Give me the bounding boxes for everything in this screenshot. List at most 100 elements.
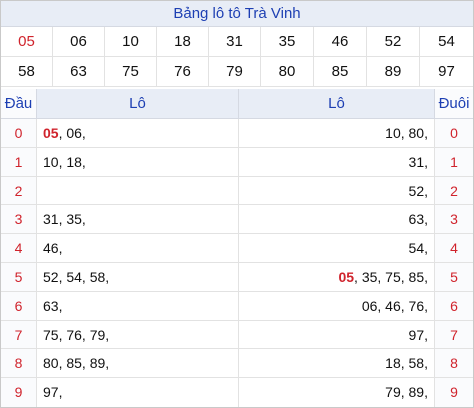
lo-left-cell: 05, 06, xyxy=(37,119,239,147)
header-dau: Đầu xyxy=(1,89,37,118)
numbers-grid: 05 06 10 18 31 35 46 52 54 58 63 75 76 79 80 85 89 97 xyxy=(1,27,473,87)
duoi-cell: 2 xyxy=(435,176,473,205)
table-row: 3 31, 35, 63, 3 xyxy=(1,205,473,235)
number-cell: 97 xyxy=(438,63,455,80)
dau-cell: 4 xyxy=(1,234,37,262)
dau-cell: 3 xyxy=(1,205,37,234)
lo-left-cell xyxy=(37,176,239,205)
duoi-cell: 0 xyxy=(435,119,473,147)
table-row: 7 75, 76, 79, 97, 7 xyxy=(1,320,473,350)
duoi-cell: 1 xyxy=(435,147,473,176)
highlight-number: 05 xyxy=(43,125,59,141)
number-cell: 79 xyxy=(209,57,261,86)
lo-right-text: 79, 89, xyxy=(385,384,428,401)
number-cell: 58 xyxy=(1,57,53,86)
number-cell: 63 xyxy=(53,57,105,86)
lo-left-cell: 75, 76, 79, xyxy=(37,320,239,349)
lo-left-cell: 63, xyxy=(37,291,239,320)
lo-right-cell: 79, 89, xyxy=(239,378,435,407)
lo-right-cell: 52, xyxy=(239,176,435,205)
lo-left-text: 46, xyxy=(43,240,63,257)
number-cell: 05 xyxy=(1,27,53,56)
lo-right-text: 31, xyxy=(408,153,428,170)
dau-cell: 5 xyxy=(1,262,37,291)
number-cell: 46 xyxy=(314,27,367,56)
lo-right-text: 54, xyxy=(408,240,428,257)
table-row: 0 05, 06, 10, 80, 0 xyxy=(1,119,473,148)
lo-right-cell: 31, xyxy=(239,147,435,176)
lo-left-cell: 80, 85, 89, xyxy=(37,349,239,378)
lo-right-cell: 18, 58, xyxy=(239,349,435,378)
dau-cell: 6 xyxy=(1,291,37,320)
number-cell: 35 xyxy=(261,27,314,56)
duoi-cell: 6 xyxy=(435,291,473,320)
lo-left-text: , 06, xyxy=(58,125,86,141)
lo-left-text: 97, xyxy=(43,384,63,401)
lo-right-cell: 06, 46, 76, xyxy=(239,291,435,320)
duoi-cell: 4 xyxy=(435,234,473,262)
table-row: 1 10, 18, 31, 1 xyxy=(1,147,473,177)
lo-left-cell: 31, 35, xyxy=(37,205,239,234)
number-cell: 89 xyxy=(367,57,420,86)
number-cell: 52 xyxy=(367,27,420,56)
page-title: Bảng lô tô Trà Vinh xyxy=(1,1,473,27)
lo-left-text: 63, xyxy=(43,297,63,314)
lo-right-cell: 63, xyxy=(239,205,435,234)
dau-cell: 2 xyxy=(1,176,37,205)
number-cell: 76 xyxy=(157,57,209,86)
table-row: 9 97, 79, 89, 9 xyxy=(1,378,473,407)
lo-right-text: 63, xyxy=(408,211,428,228)
highlight-number: 05 xyxy=(338,268,355,285)
lo-right-text: 10, 80, xyxy=(385,125,428,141)
table-row: 2 52, 2 xyxy=(1,176,473,206)
lo-left-text: 75, 76, 79, xyxy=(43,326,110,343)
lo-right-cell: 97, xyxy=(239,320,435,349)
table-row: 4 46, 54, 4 xyxy=(1,234,473,263)
duoi-cell: 3 xyxy=(435,205,473,234)
header-lo-right: Lô xyxy=(239,89,435,118)
lo-left-text: 31, 35, xyxy=(43,211,86,228)
lo-right-cell: 10, 80, xyxy=(239,119,435,147)
number-cell: 80 xyxy=(261,57,314,86)
table-header: Đầu Lô Lô Đuôi xyxy=(1,89,473,119)
number-cell: 10 xyxy=(105,27,157,56)
lo-right-text: , 35, 75, 85, xyxy=(354,268,428,285)
dau-cell: 8 xyxy=(1,349,37,378)
number-cell: 06 xyxy=(53,27,105,56)
duoi-cell: 8 xyxy=(435,349,473,378)
number-cell: 75 xyxy=(105,57,157,86)
table-row: 8 80, 85, 89, 18, 58, 8 xyxy=(1,349,473,379)
lo-right-cell: 05, 35, 75, 85, xyxy=(239,262,435,291)
duoi-cell: 7 xyxy=(435,320,473,349)
lo-left-cell: 10, 18, xyxy=(37,147,239,176)
lo-right-text: 18, 58, xyxy=(385,355,428,372)
header-duoi: Đuôi xyxy=(435,89,473,118)
number-cell: 18 xyxy=(157,27,209,56)
lo-left-cell: 46, xyxy=(37,234,239,262)
lo-left-text: 10, 18, xyxy=(43,153,86,170)
table-row: 6 63, 06, 46, 76, 6 xyxy=(1,291,473,321)
lo-right-text: 06, 46, 76, xyxy=(361,297,428,314)
lo-left-cell: 52, 54, 58, xyxy=(37,262,239,291)
numbers-row-1: 05 06 10 18 31 35 46 52 54 xyxy=(1,27,473,57)
numbers-row-2: 58 63 75 76 79 80 85 89 97 xyxy=(1,57,473,87)
lo-right-text: 52, xyxy=(408,182,428,199)
dau-duoi-table: Đầu Lô Lô Đuôi 0 05, 06, 10, 80, 0 1 10, 18, 3… xyxy=(1,89,473,407)
table-body: 0 05, 06, 10, 80, 0 1 10, 18, 31, 1 2 52, 2 3 31, 35… xyxy=(1,119,473,407)
duoi-cell: 5 xyxy=(435,262,473,291)
dau-cell: 7 xyxy=(1,320,37,349)
number-cell: 54 xyxy=(438,33,455,50)
lo-left-cell: 97, xyxy=(37,378,239,407)
dau-cell: 9 xyxy=(1,378,37,407)
table-row: 5 52, 54, 58, 05, 35, 75, 85, 5 xyxy=(1,262,473,292)
duoi-cell: 9 xyxy=(435,378,473,407)
lo-right-text: 97, xyxy=(408,326,428,343)
lo-right-cell: 54, xyxy=(239,234,435,262)
lo-left-text: 80, 85, 89, xyxy=(43,355,110,372)
number-cell: 85 xyxy=(314,57,367,86)
number-cell: 31 xyxy=(209,27,261,56)
dau-cell: 1 xyxy=(1,147,37,176)
dau-cell: 0 xyxy=(1,119,37,147)
header-lo-left: Lô xyxy=(37,89,239,118)
